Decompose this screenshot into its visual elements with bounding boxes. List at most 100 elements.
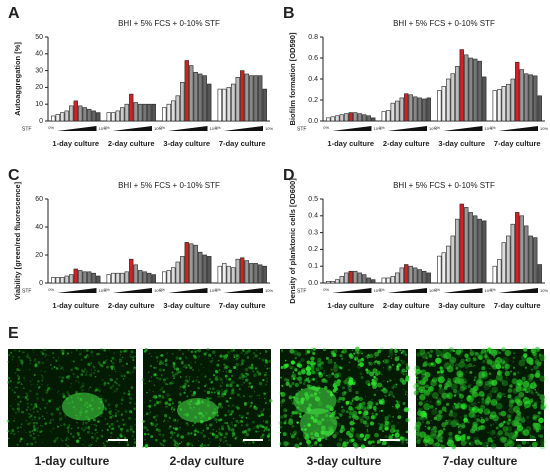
cell (53, 439, 57, 443)
concentration-wedge (387, 126, 427, 131)
cell (470, 387, 476, 393)
cell (313, 441, 316, 444)
cell (361, 412, 363, 414)
cell (110, 422, 114, 426)
cell (382, 367, 385, 369)
cell (154, 438, 158, 442)
cell (143, 401, 145, 403)
panel-letter: E (8, 325, 19, 342)
bar (386, 110, 391, 122)
cell (108, 410, 111, 414)
cell (264, 420, 269, 424)
bar (417, 97, 422, 122)
cell (279, 441, 282, 445)
cell (94, 429, 97, 432)
cell (530, 368, 534, 371)
cell (199, 444, 202, 447)
bar (120, 107, 125, 122)
bar (515, 61, 520, 122)
cell (38, 385, 41, 389)
cell (224, 432, 229, 436)
cell (367, 440, 372, 445)
cell (134, 418, 137, 421)
cell (419, 348, 426, 355)
bar (207, 256, 212, 284)
cell (387, 425, 390, 428)
cell (187, 363, 191, 367)
cell (219, 354, 223, 358)
cell (406, 441, 409, 444)
cell (31, 418, 33, 421)
cell (32, 421, 36, 425)
cell (255, 349, 257, 351)
bar (437, 255, 442, 284)
cell (18, 405, 20, 407)
cell (75, 358, 77, 360)
cell (469, 348, 472, 352)
cell (278, 420, 283, 425)
cell (507, 394, 512, 399)
cluster (176, 398, 219, 423)
bar (413, 267, 418, 284)
cell (77, 381, 80, 384)
concentration-label: 0% (215, 287, 221, 292)
bar (78, 270, 83, 284)
cell (231, 435, 234, 437)
concentration-label: 0% (104, 125, 110, 130)
bar (344, 272, 349, 284)
cell (94, 423, 96, 425)
cell (73, 376, 75, 378)
cell (219, 402, 223, 406)
bar (184, 242, 189, 284)
cell (532, 380, 536, 384)
cell (486, 444, 489, 447)
cell (47, 359, 49, 361)
bar (111, 112, 116, 122)
cell (111, 384, 115, 388)
cell (441, 355, 443, 357)
cell (25, 410, 28, 412)
cell (132, 430, 135, 434)
cell (44, 422, 47, 425)
cell (146, 429, 149, 432)
cell (281, 398, 286, 403)
cell (86, 430, 90, 434)
bar (362, 114, 367, 122)
cell (41, 425, 43, 427)
y-tick-label: 0.0 (308, 118, 318, 125)
cell (129, 372, 132, 374)
cell (455, 349, 462, 355)
cell (35, 421, 38, 425)
cell (160, 373, 163, 376)
cell (232, 432, 236, 437)
cell (170, 366, 172, 368)
bar (381, 111, 386, 122)
cell (295, 370, 298, 372)
cell (202, 429, 205, 432)
cell (115, 406, 118, 409)
cell (134, 352, 136, 354)
cell (91, 369, 93, 371)
bar (189, 243, 194, 284)
cell (325, 437, 328, 441)
cell (402, 389, 404, 391)
cell (150, 376, 153, 378)
cell (538, 354, 541, 357)
panel-letter: D (283, 167, 295, 184)
cell (160, 353, 164, 357)
bar (106, 112, 111, 122)
cell (533, 425, 538, 431)
cell (218, 390, 221, 393)
cell (178, 370, 182, 374)
cell (231, 431, 236, 436)
bar (426, 272, 431, 284)
cell (306, 350, 311, 354)
cell (229, 412, 233, 416)
cell (403, 408, 405, 410)
cell (187, 349, 190, 351)
cell (518, 359, 526, 367)
cell (231, 404, 235, 407)
cell (176, 443, 179, 445)
cell (183, 391, 186, 394)
cell (291, 373, 297, 379)
